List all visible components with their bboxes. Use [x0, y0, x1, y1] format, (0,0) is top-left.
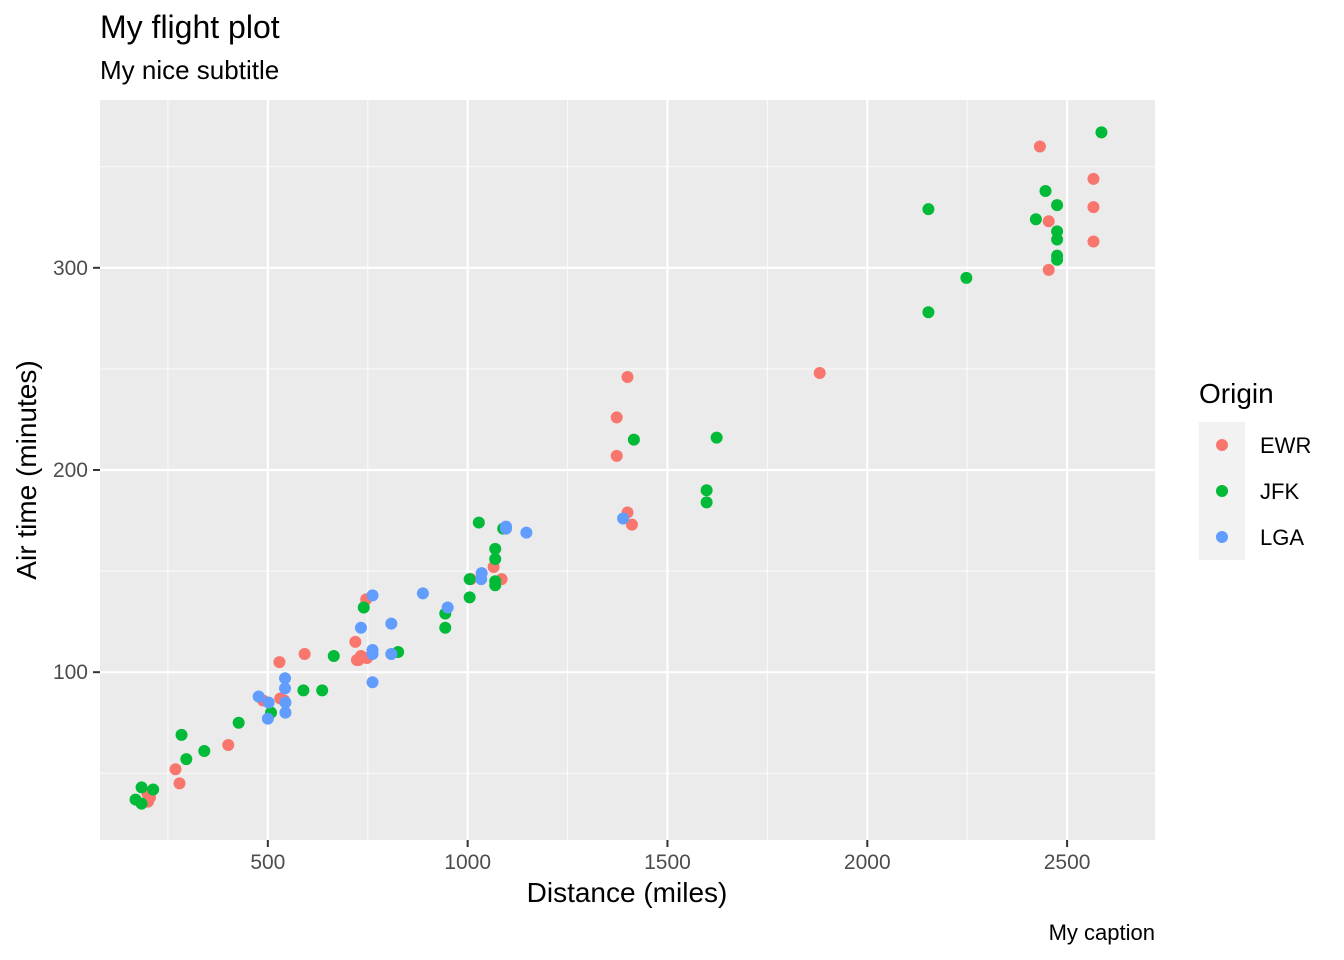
y-axis-title: Air time (minutes): [11, 360, 42, 579]
data-point-jfk: [489, 542, 502, 555]
x-tick-label: 1500: [644, 851, 691, 874]
x-tick-label: 500: [250, 851, 285, 874]
data-point-jfk: [1051, 233, 1064, 246]
data-point-ewr: [169, 763, 182, 776]
data-point-ewr: [625, 518, 638, 531]
data-point-jfk: [700, 484, 713, 497]
data-point-lga: [279, 682, 292, 695]
data-point-jfk: [316, 684, 329, 697]
chart-subtitle: My nice subtitle: [100, 55, 279, 85]
data-point-lga: [279, 706, 292, 719]
data-point-jfk: [627, 433, 640, 446]
chart-caption: My caption: [1049, 920, 1155, 945]
data-point-jfk: [710, 431, 723, 444]
x-tick-label: 1000: [444, 851, 491, 874]
x-axis-title: Distance (miles): [527, 877, 728, 908]
data-point-ewr: [1087, 201, 1100, 214]
data-point-jfk: [147, 783, 160, 796]
data-point-jfk: [129, 793, 142, 806]
data-point-jfk: [922, 306, 935, 319]
data-point-ewr: [813, 366, 826, 379]
data-point-ewr: [610, 449, 623, 462]
data-points: [129, 126, 1108, 810]
legend-key-ewr: [1216, 439, 1228, 451]
data-point-jfk: [180, 753, 193, 766]
data-point-jfk: [439, 621, 452, 634]
y-axis: 100 200 300: [53, 257, 100, 684]
data-point-lga: [520, 526, 533, 539]
data-point-jfk: [463, 591, 476, 604]
data-point-lga: [617, 512, 630, 525]
data-point-ewr: [1033, 140, 1046, 153]
data-point-jfk: [489, 579, 502, 592]
data-point-ewr: [1087, 235, 1100, 248]
data-point-ewr: [1087, 172, 1100, 185]
y-tick-label: 200: [53, 459, 88, 482]
y-tick-label: 300: [53, 257, 88, 280]
data-point-lga: [385, 647, 398, 660]
data-point-lga: [416, 587, 429, 600]
data-point-jfk: [489, 552, 502, 565]
data-point-jfk: [327, 650, 340, 663]
data-point-ewr: [1042, 263, 1055, 276]
legend: Origin EWR JFK LGA: [1199, 378, 1311, 560]
data-point-jfk: [1051, 253, 1064, 266]
data-point-lga: [366, 676, 379, 689]
data-point-lga: [366, 647, 379, 660]
legend-label-jfk: JFK: [1260, 479, 1299, 504]
legend-label-lga: LGA: [1260, 525, 1304, 550]
legend-title: Origin: [1199, 378, 1274, 409]
data-point-jfk: [922, 203, 935, 216]
x-tick-label: 2000: [844, 851, 891, 874]
data-point-ewr: [621, 370, 634, 383]
data-point-jfk: [700, 496, 713, 509]
data-point-jfk: [232, 716, 245, 729]
data-point-ewr: [352, 654, 365, 667]
data-point-ewr: [173, 777, 186, 790]
data-point-jfk: [463, 573, 476, 586]
data-point-jfk: [1095, 126, 1108, 139]
data-point-jfk: [1039, 184, 1052, 197]
data-point-ewr: [273, 656, 286, 669]
data-point-ewr: [610, 411, 623, 424]
data-point-jfk: [297, 684, 310, 697]
data-point-lga: [279, 672, 292, 685]
data-point-jfk: [198, 745, 211, 758]
chart-title: My flight plot: [100, 9, 280, 45]
data-point-jfk: [1051, 199, 1064, 212]
data-point-lga: [252, 690, 265, 703]
legend-key-jfk: [1216, 485, 1228, 497]
data-point-jfk: [1029, 213, 1042, 226]
data-point-jfk: [175, 728, 188, 741]
data-point-jfk: [960, 271, 973, 284]
data-point-lga: [441, 601, 454, 614]
data-point-lga: [475, 567, 488, 580]
data-point-jfk: [135, 781, 148, 794]
legend-key-lga: [1216, 531, 1228, 543]
data-point-ewr: [298, 647, 311, 660]
data-point-ewr: [349, 635, 362, 648]
data-point-lga: [366, 589, 379, 602]
data-point-lga: [261, 712, 274, 725]
data-point-jfk: [472, 516, 485, 529]
data-point-lga: [385, 617, 398, 630]
data-point-lga: [500, 522, 513, 535]
y-tick-label: 100: [53, 661, 88, 684]
data-point-ewr: [222, 738, 235, 751]
data-point-lga: [262, 696, 275, 709]
data-point-ewr: [1042, 215, 1055, 228]
data-point-jfk: [357, 601, 370, 614]
x-axis: 500 1000 1500 2000 2500: [250, 840, 1090, 874]
x-tick-label: 2500: [1044, 851, 1091, 874]
data-point-lga: [279, 696, 292, 709]
data-point-lga: [354, 621, 367, 634]
legend-label-ewr: EWR: [1260, 433, 1311, 458]
